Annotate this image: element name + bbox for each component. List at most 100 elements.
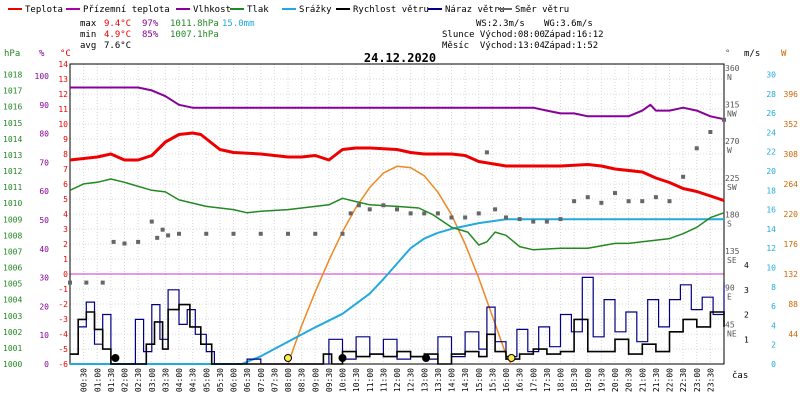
tick-x-42: 21:30 xyxy=(652,368,661,392)
tick-temp-12: 2 xyxy=(63,240,68,249)
tick-x-39: 20:00 xyxy=(611,368,620,392)
unit-temp: °C xyxy=(60,49,71,59)
wind-dir-point-43 xyxy=(681,174,686,179)
wind-dir-point-45 xyxy=(708,130,713,135)
wind-dir-point-42 xyxy=(667,199,672,204)
wind-dir-point-3 xyxy=(111,239,116,244)
tick-x-7: 04:00 xyxy=(175,368,184,392)
unit-hpa: hPa xyxy=(4,49,20,59)
tick-x-15: 08:00 xyxy=(284,368,293,392)
tick-x-23: 12:00 xyxy=(393,368,402,392)
tick-temp-13: 1 xyxy=(63,255,68,264)
tick-hpa-16: 1002 xyxy=(3,328,22,337)
tick-pct-9: 10 xyxy=(39,331,49,340)
tick-w-0: 396 xyxy=(784,90,799,99)
tick-hpa-18: 1000 xyxy=(3,360,22,369)
unit-deg: ° xyxy=(725,49,730,59)
wind-dir-point-31 xyxy=(517,217,522,222)
legend-label-4: Srážky xyxy=(299,5,332,15)
wind-dir-point-28 xyxy=(484,150,489,155)
tick-mm-8: 14 xyxy=(766,225,776,234)
tick-mm-10: 10 xyxy=(766,264,776,273)
tick-w-4: 220 xyxy=(784,210,799,219)
tick-temp-4: 10 xyxy=(58,120,68,129)
legend-label-6: Náraz větru xyxy=(445,5,505,15)
tick-x-45: 23:00 xyxy=(693,368,702,392)
tick-hpa-9: 1009 xyxy=(3,215,22,224)
stats-moon: Měsíc Východ:13:04 xyxy=(442,41,545,51)
wind-dir-point-5 xyxy=(136,239,141,244)
wind-dir-point-38 xyxy=(613,191,617,196)
stats-sun: Slunce Východ:08:00 xyxy=(442,30,545,40)
wind-dir-point-23 xyxy=(422,211,427,216)
tick-temp-9: 5 xyxy=(63,195,68,204)
tick-temp-0: 14 xyxy=(58,60,68,69)
tick-hpa-12: 1006 xyxy=(3,264,22,273)
tick-pct-3: 70 xyxy=(39,158,49,167)
wind-dir-point-32 xyxy=(531,219,536,224)
wind-dir-point-0 xyxy=(68,280,72,285)
stats-max-rain: 15.0mm xyxy=(222,19,255,29)
tick-mm-15: 0 xyxy=(771,360,776,369)
tick-hpa-6: 1012 xyxy=(3,167,22,176)
stats-gust: WG:3.6m/s xyxy=(544,19,593,29)
tick-w-8: 44 xyxy=(788,330,798,339)
series-solar xyxy=(287,165,513,365)
legend: Teplota Přízemní teplota Vlhkost Tlak Srážky… xyxy=(8,5,569,15)
stats-max-label: max xyxy=(80,19,97,29)
wind-dir-point-35 xyxy=(572,199,577,204)
tick-mm-4: 22 xyxy=(766,148,776,157)
tick-ms-1: 3 xyxy=(744,286,749,295)
legend-label-5: Rychlost větru xyxy=(353,5,429,15)
tick-pct-4: 60 xyxy=(39,187,49,196)
tick-dir-5: SE xyxy=(727,256,737,265)
tick-ms-0: 4 xyxy=(744,261,749,270)
wind-dir-point-19 xyxy=(367,207,372,212)
tick-dir-2: W xyxy=(727,146,732,155)
wind-dir-point-27 xyxy=(476,211,481,216)
tick-mm-11: 8 xyxy=(771,283,776,292)
tick-hpa-0: 1018 xyxy=(3,71,22,80)
x-axis-label: čas xyxy=(732,370,748,381)
tick-x-36: 18:30 xyxy=(570,368,579,392)
legend-label-7: Směr větru xyxy=(515,5,569,15)
tick-temp-5: 9 xyxy=(63,135,68,144)
tick-x-16: 08:30 xyxy=(298,368,307,392)
tick-temp-20: -6 xyxy=(58,360,68,369)
plot-area xyxy=(68,86,726,365)
legend-label-1: Přízemní teplota xyxy=(83,5,170,15)
axes: 1018101710161015101410131012101110101009… xyxy=(3,60,798,392)
tick-mm-14: 2 xyxy=(771,341,776,350)
stats-panel: max 9.4°C 97% 1011.8hPa 15.0mm min 4.9°C… xyxy=(80,19,604,51)
tick-temp-11: 3 xyxy=(63,225,68,234)
marker-1 xyxy=(284,354,292,362)
tick-pct-5: 50 xyxy=(39,216,49,225)
series-pressure xyxy=(69,178,725,251)
tick-temp-6: 8 xyxy=(63,150,68,159)
wind-dir-point-17 xyxy=(348,211,353,216)
tick-x-30: 15:30 xyxy=(488,368,497,392)
tick-hpa-15: 1003 xyxy=(3,312,22,321)
tick-hpa-1: 1017 xyxy=(3,87,22,96)
stats-min-temp: 4.9°C xyxy=(104,30,131,40)
wind-dir-point-46 xyxy=(722,117,726,122)
tick-pct-0: 100 xyxy=(35,72,50,81)
wind-dir-point-44 xyxy=(694,146,699,151)
axis-units: hPa % °C ° m/s W čas xyxy=(4,49,787,381)
legend-label-0: Teplota xyxy=(25,5,63,15)
wind-dir-point-30 xyxy=(504,215,508,220)
stats-max-pres: 1011.8hPa xyxy=(170,19,219,29)
series-temperature xyxy=(69,131,725,202)
wind-dir-point-26 xyxy=(463,215,468,220)
wind-dir-point-6 xyxy=(149,219,154,224)
tick-x-25: 13:00 xyxy=(420,368,429,392)
tick-x-13: 07:00 xyxy=(257,368,266,392)
tick-temp-17: -3 xyxy=(58,315,68,324)
tick-x-29: 15:00 xyxy=(475,368,484,392)
tick-temp-18: -4 xyxy=(58,330,68,339)
tick-dir-0: N xyxy=(727,73,732,82)
tick-temp-3: 11 xyxy=(58,105,68,114)
tick-x-11: 06:00 xyxy=(230,368,239,392)
tick-x-18: 09:30 xyxy=(325,368,334,392)
